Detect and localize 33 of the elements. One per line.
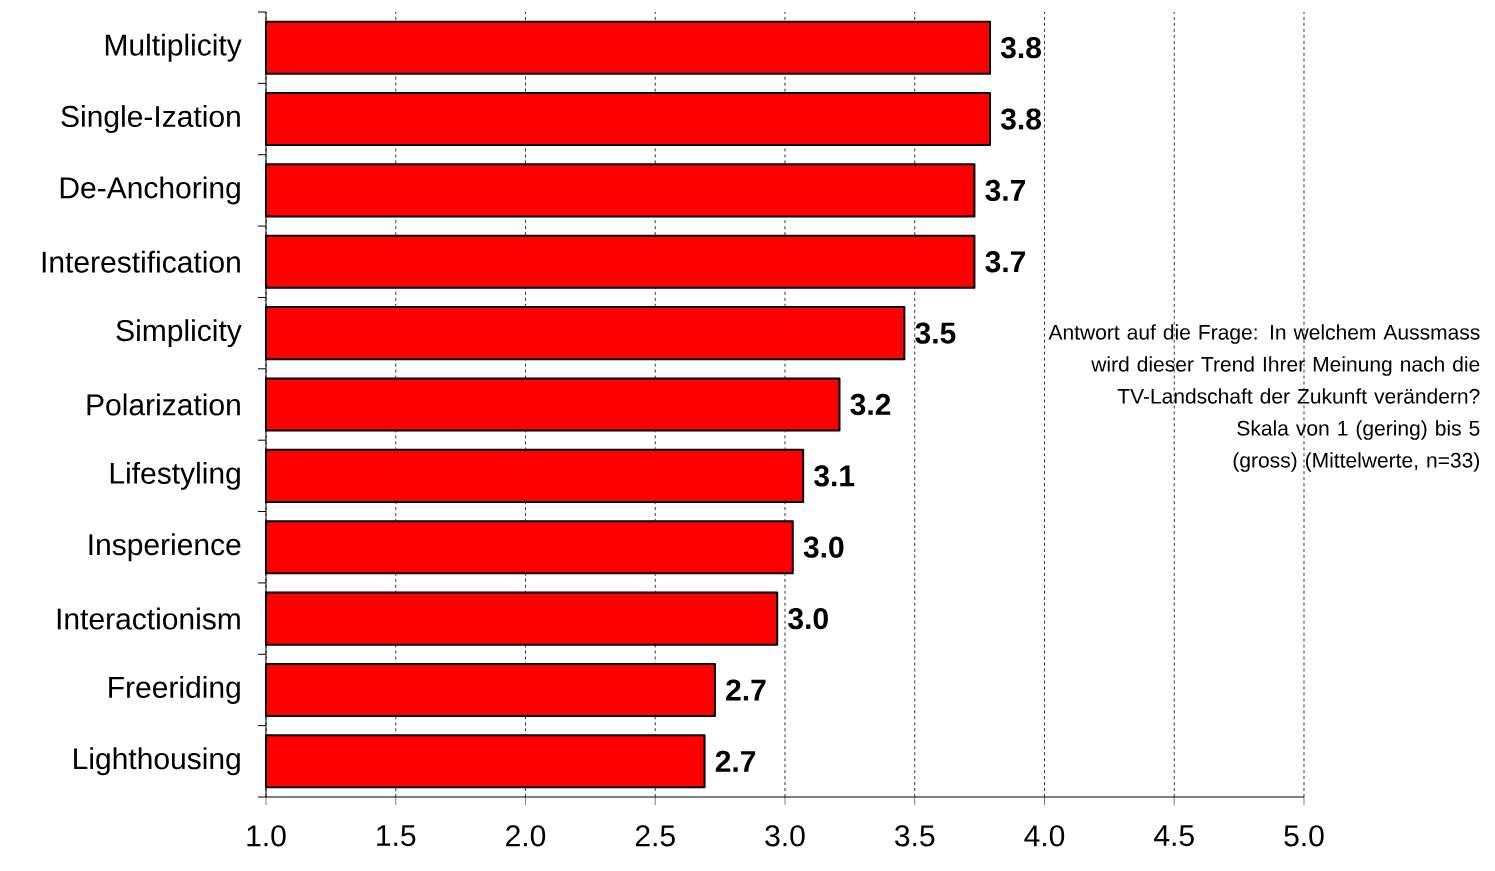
x-tick-label: 2.5 xyxy=(635,825,675,847)
data-label: 3.8 xyxy=(1000,37,1041,59)
data-label: 3.7 xyxy=(985,251,1026,273)
annotation: Skala von 1 (gering) bis 5 (gross) (Mittelwerte, n=33) xyxy=(1233,420,1480,472)
x-tick-label: 3.5 xyxy=(895,825,935,847)
y-tick-label: De-Anchoring xyxy=(60,176,240,205)
data-label: 3.0 xyxy=(803,536,844,558)
x-tick-label: 2.0 xyxy=(506,825,546,847)
y-tick-label: Simplicity xyxy=(116,319,242,348)
data-label: 3.5 xyxy=(915,322,956,344)
y-tick-label: Polarization xyxy=(87,393,240,416)
data-label: 3.2 xyxy=(850,393,891,416)
y-tick-label: Single-Ization xyxy=(61,105,240,134)
data-label: 3.1 xyxy=(814,465,855,487)
data-label: 3.7 xyxy=(985,179,1026,202)
y-tick-label: Insperience xyxy=(89,533,241,562)
x-tick-label: 3.0 xyxy=(765,825,805,847)
annotation: Antwort auf die Frage: In welchem Aussmass wird dieser Trend Ihrer Meinung nach die TV-Landschaft der Zukunft verändern? xyxy=(1048,324,1480,404)
data-label: 3.0 xyxy=(788,607,828,630)
x-tick-label: 1.5 xyxy=(377,825,416,847)
y-tick-label: Multiplicity xyxy=(105,33,242,62)
y-tick-label: Freeriding xyxy=(109,675,240,704)
x-tick-label: 4.5 xyxy=(1154,825,1194,847)
y-tick-label: Interestification xyxy=(42,250,240,273)
x-tick-label: 4.0 xyxy=(1024,825,1065,847)
data-label: 3.8 xyxy=(1000,108,1041,130)
y-tick-label: Lifestyling xyxy=(110,461,240,490)
y-tick-label: Interactionism xyxy=(57,607,240,630)
x-tick-label: 5.0 xyxy=(1284,825,1324,847)
x-tick-label: 1.0 xyxy=(247,825,286,847)
data-label: 2.7 xyxy=(715,750,756,772)
y-tick-label: Lighthousing xyxy=(74,747,240,776)
data-label: 2.7 xyxy=(726,679,766,701)
